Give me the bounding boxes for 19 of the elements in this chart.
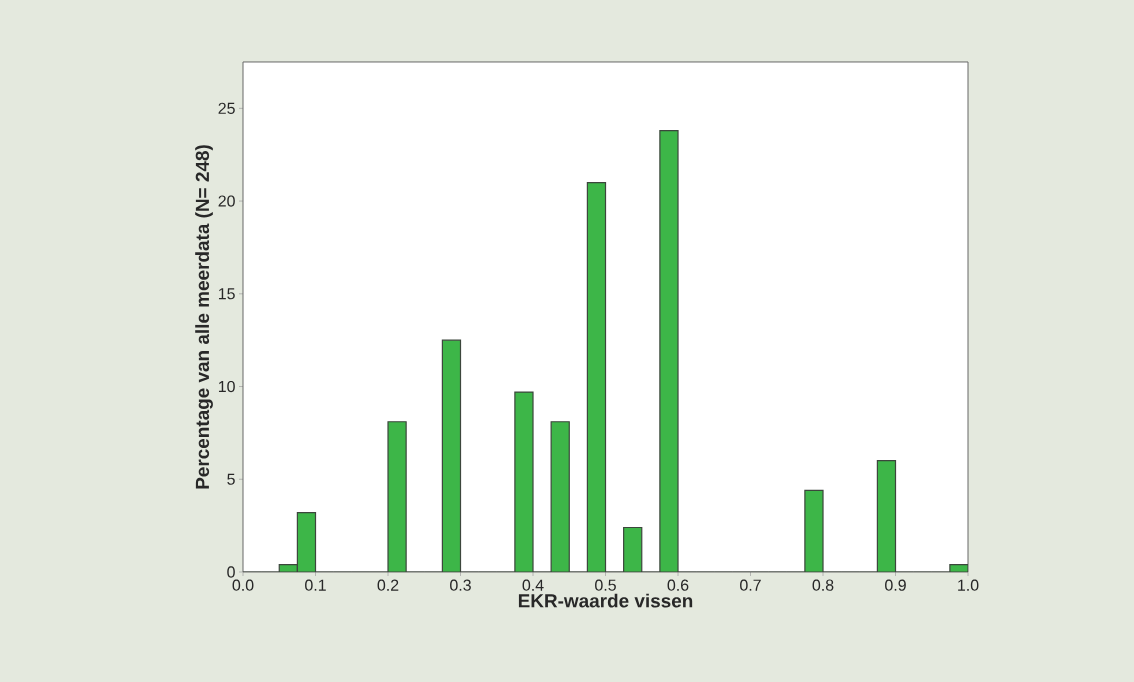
x-tick-label: 0.8 [812, 579, 834, 591]
y-tick-label: 0 [227, 566, 235, 578]
x-tick-label: 0.9 [885, 579, 906, 591]
x-tick-label: 0.6 [667, 579, 689, 591]
x-tick-label: 1.0 [958, 579, 979, 591]
x-tick-label: 0.0 [232, 579, 254, 591]
y-tick-label: 15 [218, 288, 235, 300]
y-tick-label: 20 [218, 195, 235, 207]
y-tick-label: 5 [227, 473, 235, 485]
x-tick-label: 0.4 [522, 579, 544, 591]
y-tick-label: 10 [218, 380, 235, 393]
x-tick-label: 0.1 [305, 579, 326, 591]
x-axis-title: EKR-waarde vissen [518, 593, 693, 608]
x-tick-label: 0.7 [740, 579, 761, 591]
y-tick-label: 25 [218, 102, 235, 114]
x-tick-label: 0.5 [595, 579, 616, 591]
x-tick-label: 0.3 [450, 579, 471, 591]
y-axis-title: Percentage van alle meerdata (N= 248) [195, 145, 213, 489]
x-tick-label: 0.2 [377, 579, 399, 591]
